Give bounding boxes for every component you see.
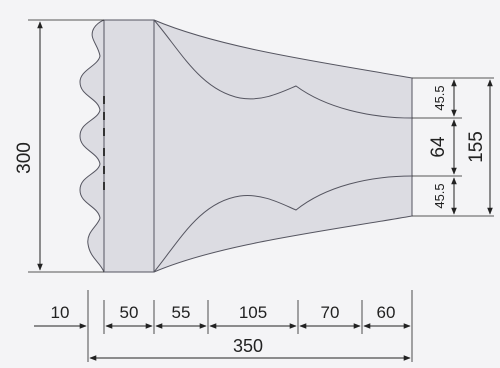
right-total-label: 155 <box>466 131 487 163</box>
seg-1-label: 10 <box>51 303 70 322</box>
right-bottom-label: 45.5 <box>432 183 447 208</box>
right-top-label: 45.5 <box>432 85 447 110</box>
seg-5-label: 70 <box>321 303 340 322</box>
right-middle-label: 64 <box>428 136 449 158</box>
seg-6-label: 60 <box>377 303 396 322</box>
lower-inner-curve <box>153 175 413 273</box>
seg-2-label: 50 <box>120 303 139 322</box>
seg-4-label: 105 <box>239 303 267 322</box>
part-outline <box>79 19 413 273</box>
upper-inner-curve <box>153 19 413 119</box>
overall-height-label: 300 <box>14 142 35 174</box>
seg-3-label: 55 <box>172 303 191 322</box>
overall-length-label: 350 <box>233 336 263 356</box>
